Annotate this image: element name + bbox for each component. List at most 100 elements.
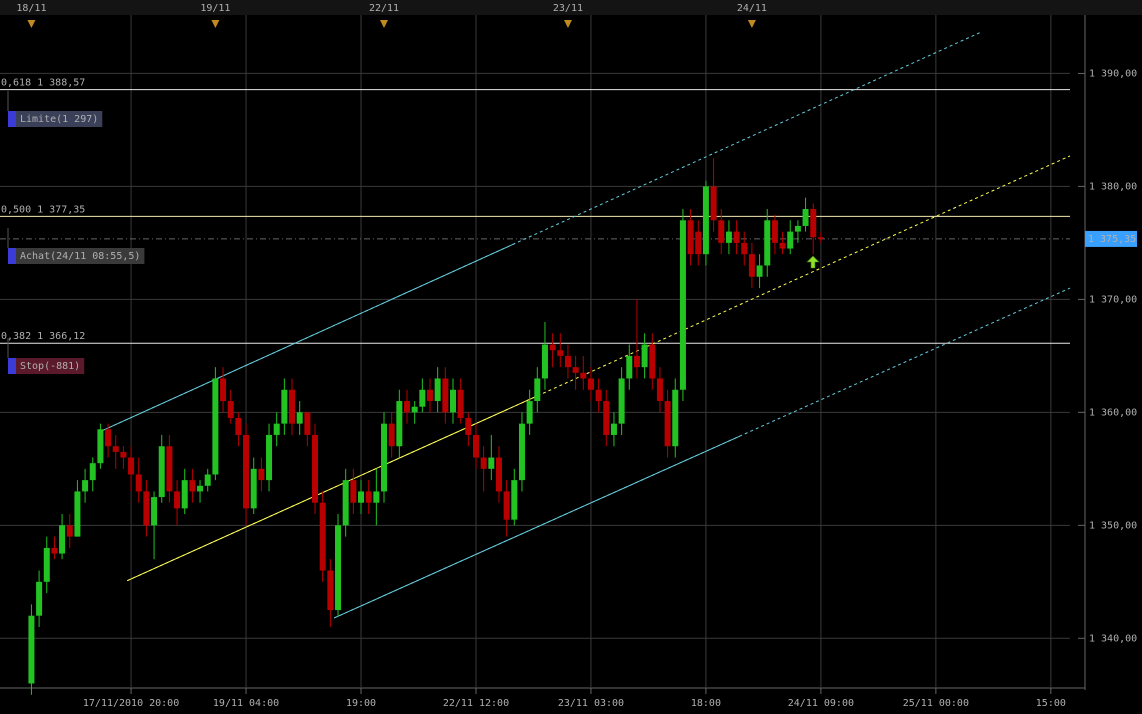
candle-body [633, 355, 640, 368]
candle-body [220, 378, 227, 402]
candle-body [580, 372, 587, 379]
candle-body [227, 401, 234, 418]
candle-body [304, 412, 311, 435]
candle-body [557, 350, 564, 356]
candle-body [365, 491, 372, 503]
candle-body [59, 525, 66, 554]
day-marker [27, 20, 36, 28]
candle-body [82, 480, 89, 492]
candle-body [748, 254, 755, 277]
candle-body [488, 457, 495, 469]
current-price-box [1085, 230, 1137, 247]
day-marker [563, 20, 572, 28]
candle-body [595, 389, 602, 402]
candle-body [181, 480, 188, 509]
candle-body [664, 401, 671, 447]
day-label: 18/11 [16, 3, 46, 14]
candle-body [158, 446, 165, 498]
candle-body [120, 451, 127, 458]
x-tick-label: 15:00 [1036, 698, 1066, 709]
order-box [8, 111, 103, 127]
order-marker [8, 111, 16, 127]
candle-body [572, 367, 579, 373]
candle-body [687, 220, 694, 255]
candle-body [342, 480, 349, 526]
channel-line [127, 155, 1071, 582]
candle-body [204, 474, 211, 486]
day-label: 19/11 [200, 3, 230, 14]
x-tick-label: 18:00 [691, 698, 721, 709]
candle-body [381, 423, 388, 492]
x-tick-label: 22/11 12:00 [443, 698, 509, 709]
candle-body [166, 446, 173, 492]
y-tick-label: 1 380,00 [1089, 181, 1137, 192]
candle-body [327, 570, 334, 611]
candle-body [603, 401, 610, 435]
candle-body [465, 417, 472, 435]
candle-body [373, 491, 380, 503]
candle-body [66, 525, 73, 537]
candle-body [802, 208, 809, 226]
x-tick-label: 23/11 03:00 [558, 698, 624, 709]
candle-body [28, 615, 35, 684]
candle-body [43, 547, 50, 582]
order-label: Limite(1 297) [20, 114, 98, 125]
order-box [8, 358, 85, 374]
candle-body [587, 378, 594, 390]
candle-body [495, 457, 502, 492]
candle-body [541, 344, 548, 379]
candle-body [794, 225, 801, 232]
candle-body [434, 378, 441, 402]
candle-body [518, 423, 525, 481]
y-tick-label: 1 340,00 [1089, 633, 1137, 644]
candle-body [817, 237, 824, 239]
candle-body [733, 231, 740, 243]
candle-body [189, 480, 196, 492]
date-strip [0, 0, 1142, 15]
candle-body [350, 480, 357, 503]
candle-body [442, 378, 449, 413]
candle-body [702, 186, 709, 255]
plot: 0,618 1 388,57 0,500 1 377,35 0,382 1 366,… [0, 32, 1071, 695]
candle-body [74, 491, 81, 537]
candle-body [672, 389, 679, 447]
candle-body [396, 401, 403, 447]
x-tick-label: 25/11 00:00 [903, 698, 969, 709]
channel-line [102, 32, 980, 431]
candle-body [319, 502, 326, 571]
candle-body [472, 434, 479, 458]
candle-body [258, 468, 265, 481]
candle-body [212, 378, 219, 475]
candle-body [679, 220, 686, 390]
candle-body [503, 491, 510, 520]
candle-body [335, 525, 342, 611]
candle-body [411, 406, 418, 413]
x-tick-label: 19/11 04:00 [213, 698, 279, 709]
order-marker [8, 248, 16, 264]
day-label: 23/11 [553, 3, 583, 14]
candle-body [610, 423, 617, 435]
candle-body [128, 457, 135, 475]
candle-body [511, 480, 518, 520]
candle-body [135, 474, 142, 492]
candle-body [388, 423, 395, 447]
candle-body [741, 242, 748, 255]
order-label: Achat(24/11 08:55,5) [20, 251, 140, 262]
candle-body [151, 497, 158, 526]
candle-body [174, 491, 181, 509]
candle-body [480, 457, 487, 469]
candle-body [764, 220, 771, 266]
day-label: 22/11 [369, 3, 399, 14]
candle-body [312, 434, 319, 503]
candle-body [426, 389, 433, 402]
candle-body [197, 485, 204, 492]
level-label: 0,618 1 388,57 [1, 78, 85, 89]
candle-body [273, 423, 280, 435]
y-tick-label: 1 370,00 [1089, 294, 1137, 305]
candle-body [97, 429, 104, 464]
candle-body [810, 208, 817, 238]
channel-solid [333, 435, 741, 619]
